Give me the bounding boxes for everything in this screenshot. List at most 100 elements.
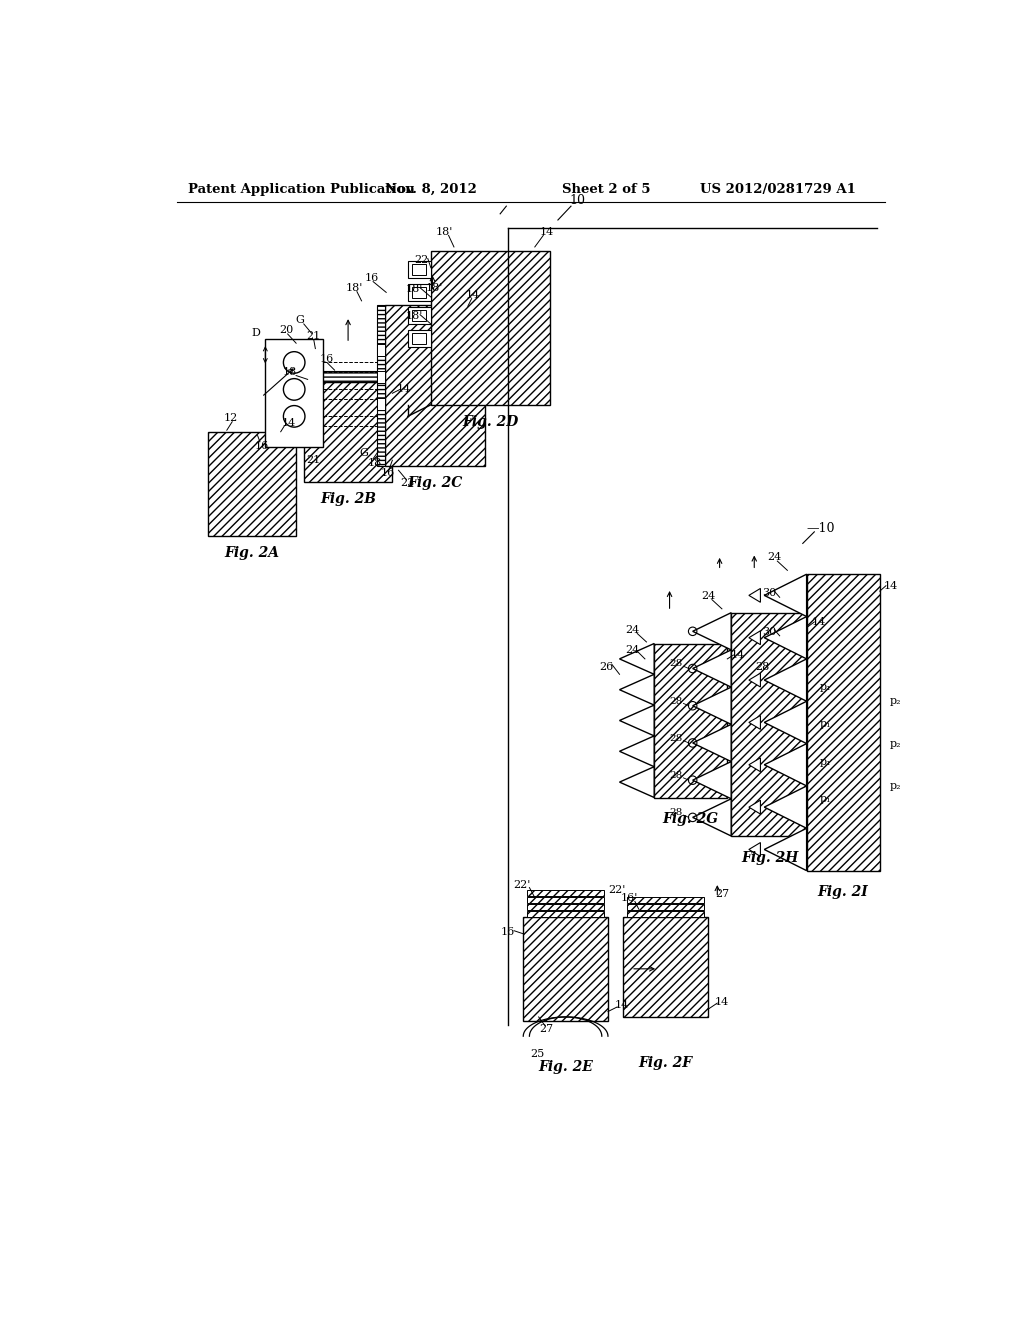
Polygon shape [749, 631, 761, 644]
Text: Patent Application Publication: Patent Application Publication [188, 182, 415, 195]
Bar [377, 397, 385, 411]
Text: —10: —10 [806, 521, 835, 535]
Text: 16: 16 [381, 467, 395, 478]
Text: Fig. 2E: Fig. 2E [539, 1060, 593, 1074]
Text: 12: 12 [223, 413, 238, 422]
Polygon shape [692, 799, 731, 836]
Text: 27: 27 [540, 1023, 553, 1034]
Bar [265, 339, 323, 447]
Text: 14: 14 [812, 616, 826, 627]
Text: Fig. 2C: Fig. 2C [408, 477, 462, 490]
Text: 14: 14 [715, 997, 729, 1007]
Text: 18': 18' [406, 284, 423, 294]
Bar [807, 574, 880, 871]
Text: Fig. 2H: Fig. 2H [741, 850, 799, 865]
Polygon shape [764, 829, 807, 871]
Text: p₁: p₁ [819, 756, 830, 767]
Bar [654, 644, 727, 797]
Text: Fig. 2I: Fig. 2I [818, 886, 868, 899]
Polygon shape [692, 725, 731, 762]
Polygon shape [692, 649, 731, 688]
Text: G: G [296, 315, 304, 325]
Text: 18': 18' [436, 227, 454, 236]
Text: p₁: p₁ [819, 793, 830, 804]
Polygon shape [620, 737, 654, 767]
Text: Fig. 2D: Fig. 2D [463, 414, 519, 429]
Bar [377, 371, 385, 383]
Text: 18': 18' [426, 282, 443, 293]
Polygon shape [749, 758, 761, 772]
Bar [431, 251, 550, 405]
Bar [377, 305, 385, 466]
Bar [628, 896, 705, 903]
Bar [413, 310, 426, 321]
Text: 30: 30 [763, 627, 777, 638]
Polygon shape [764, 616, 807, 659]
Polygon shape [692, 612, 731, 649]
Text: 18': 18' [345, 282, 362, 293]
Polygon shape [749, 715, 761, 730]
Text: 14: 14 [884, 581, 898, 591]
Polygon shape [764, 785, 807, 829]
Text: 24: 24 [701, 591, 715, 601]
Bar [527, 904, 604, 909]
Bar [408, 261, 431, 277]
Text: Fig. 2B: Fig. 2B [321, 492, 376, 506]
Text: 24: 24 [767, 552, 781, 562]
Bar [408, 308, 431, 323]
Bar [385, 305, 484, 466]
Text: D: D [252, 329, 260, 338]
Text: 24: 24 [626, 624, 640, 635]
Text: 14: 14 [731, 649, 745, 660]
Bar [624, 917, 708, 1016]
Text: Sheet 2 of 5: Sheet 2 of 5 [562, 182, 650, 195]
Text: 21: 21 [307, 455, 321, 465]
Bar [523, 917, 608, 1020]
Polygon shape [749, 842, 761, 857]
Text: 16: 16 [254, 441, 268, 450]
Text: 22': 22' [513, 879, 530, 890]
Bar [527, 890, 604, 896]
Polygon shape [692, 762, 731, 799]
Text: p₂: p₂ [890, 696, 901, 706]
Polygon shape [620, 705, 654, 737]
Text: 14: 14 [540, 227, 554, 236]
Bar [208, 432, 296, 536]
Text: 30: 30 [763, 589, 777, 598]
Bar [304, 371, 392, 381]
Text: G: G [359, 447, 369, 458]
Bar [377, 345, 385, 356]
Text: 14: 14 [282, 417, 296, 428]
Text: 28: 28 [669, 808, 682, 817]
Text: p₂: p₂ [890, 739, 901, 748]
Polygon shape [764, 574, 807, 616]
Text: 10: 10 [569, 194, 585, 207]
Text: 23: 23 [400, 478, 415, 488]
Polygon shape [692, 688, 731, 725]
Text: p₂: p₂ [890, 781, 901, 791]
Polygon shape [749, 673, 761, 686]
Text: 25: 25 [530, 1049, 544, 1059]
Text: 28: 28 [669, 734, 682, 743]
Text: Fig. 2A: Fig. 2A [224, 545, 280, 560]
Text: 18: 18 [368, 458, 382, 467]
Polygon shape [749, 800, 761, 814]
Text: Fig. 2G: Fig. 2G [663, 812, 719, 826]
Bar [413, 286, 426, 298]
Text: 22': 22' [608, 884, 626, 895]
Text: 16': 16' [621, 892, 638, 903]
Text: Fig. 2F: Fig. 2F [639, 1056, 693, 1071]
Text: 28: 28 [669, 771, 682, 780]
Text: Nov. 8, 2012: Nov. 8, 2012 [385, 182, 477, 195]
Polygon shape [620, 644, 654, 675]
Bar [413, 333, 426, 345]
Text: 14: 14 [396, 384, 411, 395]
Bar [628, 904, 705, 909]
Bar [527, 911, 604, 917]
Bar [413, 264, 426, 275]
Polygon shape [749, 589, 761, 602]
Text: 14: 14 [614, 1001, 629, 1010]
Text: 26: 26 [599, 661, 613, 672]
Text: 28: 28 [669, 697, 682, 706]
Polygon shape [764, 743, 807, 785]
